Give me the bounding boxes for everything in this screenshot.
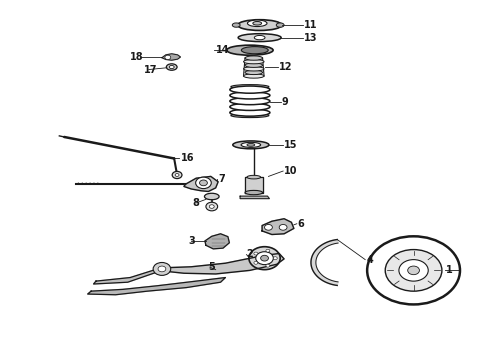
Ellipse shape bbox=[244, 67, 264, 71]
Circle shape bbox=[249, 247, 280, 270]
Text: 6: 6 bbox=[298, 219, 304, 229]
Ellipse shape bbox=[276, 23, 284, 27]
Circle shape bbox=[254, 261, 258, 264]
Circle shape bbox=[273, 257, 277, 260]
Text: 2: 2 bbox=[246, 249, 253, 259]
Text: 4: 4 bbox=[366, 255, 373, 265]
Circle shape bbox=[367, 236, 460, 305]
Circle shape bbox=[153, 262, 171, 275]
Circle shape bbox=[266, 249, 270, 252]
Ellipse shape bbox=[245, 190, 263, 195]
Ellipse shape bbox=[232, 23, 240, 27]
Text: 13: 13 bbox=[304, 33, 317, 42]
Ellipse shape bbox=[227, 45, 273, 55]
Text: 15: 15 bbox=[284, 140, 297, 150]
Circle shape bbox=[408, 266, 419, 275]
Ellipse shape bbox=[238, 20, 282, 31]
Polygon shape bbox=[240, 196, 270, 199]
Polygon shape bbox=[205, 234, 229, 249]
Text: 16: 16 bbox=[180, 153, 194, 163]
Circle shape bbox=[265, 225, 272, 230]
Ellipse shape bbox=[230, 86, 270, 93]
Ellipse shape bbox=[253, 22, 262, 25]
Text: 10: 10 bbox=[284, 166, 297, 176]
Polygon shape bbox=[245, 177, 263, 193]
Ellipse shape bbox=[247, 175, 261, 179]
Ellipse shape bbox=[245, 70, 263, 75]
Ellipse shape bbox=[233, 141, 269, 149]
Text: 18: 18 bbox=[130, 52, 144, 62]
Circle shape bbox=[209, 205, 214, 208]
Text: 12: 12 bbox=[279, 62, 293, 72]
Ellipse shape bbox=[247, 20, 267, 27]
Polygon shape bbox=[157, 253, 284, 274]
Text: 14: 14 bbox=[216, 45, 229, 55]
Circle shape bbox=[399, 260, 428, 281]
Ellipse shape bbox=[169, 66, 174, 69]
Ellipse shape bbox=[242, 46, 268, 54]
Circle shape bbox=[256, 252, 273, 265]
Ellipse shape bbox=[238, 34, 281, 41]
Circle shape bbox=[165, 55, 171, 59]
Text: 7: 7 bbox=[218, 174, 225, 184]
Polygon shape bbox=[88, 278, 225, 295]
Ellipse shape bbox=[254, 36, 265, 40]
Circle shape bbox=[266, 264, 270, 267]
Circle shape bbox=[279, 225, 287, 230]
Text: 5: 5 bbox=[208, 262, 215, 272]
Ellipse shape bbox=[230, 92, 270, 99]
Circle shape bbox=[196, 177, 211, 189]
Circle shape bbox=[206, 202, 218, 211]
Ellipse shape bbox=[230, 98, 270, 105]
Text: 8: 8 bbox=[193, 198, 199, 208]
Polygon shape bbox=[311, 239, 338, 285]
Circle shape bbox=[175, 174, 179, 176]
Polygon shape bbox=[162, 54, 180, 60]
Ellipse shape bbox=[204, 193, 219, 200]
Ellipse shape bbox=[247, 143, 255, 146]
Circle shape bbox=[172, 171, 182, 179]
Ellipse shape bbox=[244, 59, 264, 64]
Circle shape bbox=[254, 252, 258, 255]
Ellipse shape bbox=[245, 63, 263, 67]
Polygon shape bbox=[262, 219, 294, 234]
Ellipse shape bbox=[230, 109, 270, 116]
Circle shape bbox=[385, 249, 442, 291]
Polygon shape bbox=[184, 176, 218, 192]
Text: 17: 17 bbox=[144, 65, 157, 75]
Text: 11: 11 bbox=[304, 20, 317, 30]
Text: 9: 9 bbox=[282, 97, 289, 107]
Ellipse shape bbox=[241, 142, 261, 147]
Ellipse shape bbox=[231, 113, 269, 118]
Text: 3: 3 bbox=[189, 236, 196, 246]
Ellipse shape bbox=[231, 85, 269, 89]
Ellipse shape bbox=[244, 74, 264, 78]
Circle shape bbox=[158, 266, 166, 272]
Circle shape bbox=[199, 180, 207, 186]
Circle shape bbox=[261, 255, 269, 261]
Text: 1: 1 bbox=[446, 265, 453, 275]
Ellipse shape bbox=[245, 56, 263, 60]
Ellipse shape bbox=[230, 103, 270, 111]
Polygon shape bbox=[94, 267, 164, 284]
Ellipse shape bbox=[166, 64, 177, 70]
